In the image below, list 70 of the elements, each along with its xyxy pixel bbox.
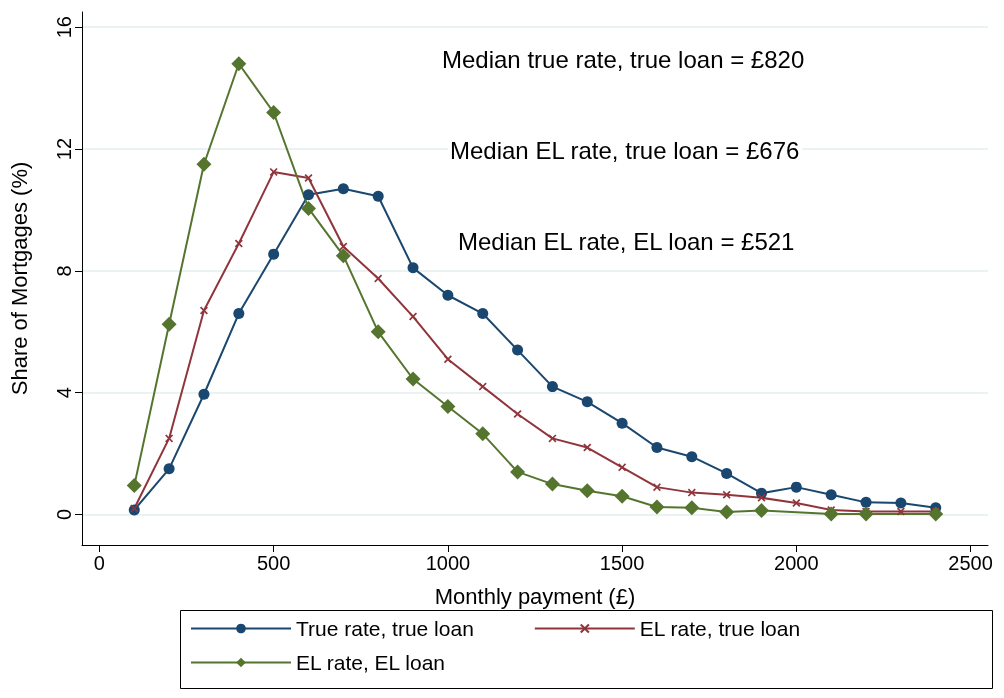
legend-label: True rate, true loan (296, 617, 474, 640)
point (858, 506, 874, 522)
point (860, 496, 872, 508)
y-tick-label: 4 (53, 387, 75, 399)
legend-label: EL rate, true loan (639, 617, 801, 640)
point (407, 262, 419, 274)
point (161, 316, 177, 332)
point (163, 463, 175, 475)
point (652, 483, 661, 492)
point (649, 499, 665, 515)
annotation: Median EL rate, true loan = £676 (450, 136, 800, 164)
annotation: Median EL rate, EL loan = £521 (458, 227, 795, 255)
point (335, 248, 351, 264)
point (510, 464, 526, 480)
y-tick-label: 0 (53, 508, 75, 521)
point (583, 443, 592, 452)
point (475, 426, 491, 442)
point (405, 371, 421, 387)
point (581, 396, 593, 408)
point (895, 497, 907, 509)
point (301, 200, 316, 216)
x-tick-label: 1500 (599, 552, 645, 574)
point (233, 308, 245, 320)
point (231, 56, 247, 72)
point (722, 490, 731, 499)
point (303, 189, 314, 201)
point (546, 381, 558, 393)
point (684, 500, 700, 516)
point (928, 506, 944, 522)
point (268, 248, 280, 260)
point (754, 503, 769, 519)
point (372, 190, 384, 202)
point (442, 289, 454, 301)
point (548, 434, 557, 443)
point (616, 417, 628, 429)
point (196, 156, 212, 172)
point (614, 488, 630, 504)
point (198, 388, 210, 400)
y-tick-label: 16 (53, 16, 75, 39)
x-tick-label: 2000 (774, 552, 819, 574)
annotation: Median true rate, true loan = £820 (442, 45, 805, 73)
point (579, 483, 595, 499)
x-tick-label: 0 (93, 552, 105, 574)
legend-label: EL rate, EL loan (296, 651, 446, 674)
x-tick-label: 500 (256, 552, 291, 574)
point (337, 183, 349, 195)
point (443, 355, 452, 364)
point (719, 504, 735, 520)
point (823, 506, 839, 522)
y-tick-label: 12 (53, 137, 75, 161)
point (790, 481, 802, 493)
point (478, 382, 487, 391)
point (126, 478, 142, 494)
point (544, 476, 560, 492)
point (512, 344, 524, 356)
x-axis-title: Monthly payment (£) (434, 583, 636, 609)
point (440, 398, 456, 414)
x-tick-label: 1000 (425, 552, 471, 574)
point (686, 451, 698, 463)
y-tick-label: 8 (53, 265, 75, 277)
point (266, 105, 282, 121)
point (370, 324, 386, 340)
point (721, 467, 733, 479)
x-tick-label: 2500 (948, 552, 993, 574)
point (825, 489, 837, 501)
point (651, 442, 663, 454)
point (339, 242, 348, 251)
point (687, 488, 696, 497)
y-axis-title: Share of Mortgages (%) (6, 161, 32, 396)
point (477, 308, 489, 320)
